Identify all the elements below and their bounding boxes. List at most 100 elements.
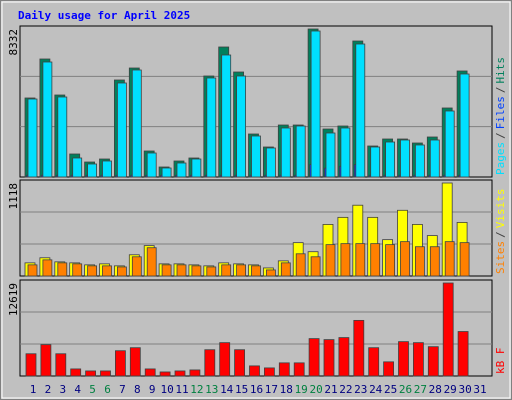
bar bbox=[400, 241, 410, 277]
bar bbox=[144, 368, 156, 377]
legend-entry: Files bbox=[494, 96, 507, 129]
bar bbox=[444, 241, 455, 277]
bar bbox=[459, 242, 470, 277]
x-tick-label: 17 bbox=[265, 383, 278, 396]
bar bbox=[146, 152, 157, 178]
bar bbox=[57, 96, 68, 178]
bar bbox=[189, 369, 201, 377]
bar bbox=[70, 368, 82, 377]
bar bbox=[400, 139, 410, 178]
bar bbox=[325, 132, 336, 178]
x-tick-label: 1 bbox=[30, 383, 37, 396]
bar bbox=[117, 266, 127, 277]
bar bbox=[221, 264, 232, 277]
bar bbox=[102, 160, 112, 178]
x-tick-label: 28 bbox=[429, 383, 442, 396]
bar bbox=[115, 350, 126, 377]
bar bbox=[429, 139, 440, 178]
bar bbox=[131, 256, 142, 277]
x-tick-label: 4 bbox=[74, 383, 81, 396]
x-tick-label: 18 bbox=[280, 383, 293, 396]
bar bbox=[355, 43, 366, 178]
bar bbox=[219, 342, 231, 377]
bar bbox=[159, 371, 171, 377]
x-tick-label: 27 bbox=[414, 383, 427, 396]
bar bbox=[251, 135, 261, 178]
x-tick-label: 20 bbox=[309, 383, 322, 396]
bar bbox=[234, 349, 246, 377]
bar bbox=[308, 338, 320, 377]
x-tick-label: 29 bbox=[444, 383, 457, 396]
x-tick-label: 3 bbox=[59, 383, 66, 396]
bar bbox=[27, 264, 38, 277]
bar bbox=[414, 246, 425, 277]
bar bbox=[414, 144, 425, 178]
y-tick-label: 1118 bbox=[7, 183, 20, 210]
x-tick-label: 11 bbox=[175, 383, 188, 396]
bar bbox=[263, 367, 275, 377]
bar bbox=[325, 244, 336, 277]
bar bbox=[204, 349, 216, 377]
bar bbox=[427, 346, 439, 377]
bar bbox=[293, 362, 305, 377]
bar bbox=[370, 243, 381, 277]
bar bbox=[146, 247, 157, 277]
bar bbox=[191, 265, 202, 277]
bar bbox=[459, 73, 470, 178]
bar bbox=[385, 244, 396, 277]
bar bbox=[280, 262, 291, 277]
bar bbox=[310, 256, 321, 277]
bar bbox=[131, 69, 142, 178]
bar bbox=[221, 54, 232, 178]
x-tick-label: 13 bbox=[205, 383, 218, 396]
bar bbox=[249, 365, 260, 377]
x-tick-label: 9 bbox=[149, 383, 156, 396]
bar bbox=[40, 344, 52, 377]
x-tick-label: 19 bbox=[295, 383, 308, 396]
x-tick-label: 2 bbox=[45, 383, 52, 396]
x-tick-label: 8 bbox=[134, 383, 141, 396]
x-tick-label: 31 bbox=[473, 383, 486, 396]
bar bbox=[57, 262, 68, 277]
bar bbox=[85, 370, 96, 377]
bar bbox=[338, 337, 350, 377]
bar bbox=[398, 341, 409, 377]
bar bbox=[87, 163, 97, 178]
bar bbox=[385, 141, 396, 178]
x-tick-label: 5 bbox=[89, 383, 96, 396]
bar bbox=[206, 266, 217, 277]
x-tick-label: 14 bbox=[220, 383, 234, 396]
bar bbox=[370, 146, 381, 178]
bar bbox=[251, 265, 261, 277]
x-tick-label: 23 bbox=[354, 383, 367, 396]
x-tick-label: 22 bbox=[339, 383, 352, 396]
bar bbox=[280, 127, 291, 178]
bar bbox=[129, 347, 141, 377]
bar bbox=[353, 319, 365, 377]
legend-entry: Visits bbox=[494, 189, 507, 229]
x-tick-label: 26 bbox=[399, 383, 412, 396]
bar bbox=[457, 331, 469, 377]
bar bbox=[323, 339, 335, 377]
x-tick-label: 24 bbox=[369, 383, 383, 396]
bar bbox=[368, 347, 380, 377]
bar bbox=[295, 253, 306, 277]
bar bbox=[161, 167, 172, 178]
x-tick-label: 7 bbox=[119, 383, 126, 396]
bar bbox=[161, 264, 172, 277]
bar bbox=[176, 264, 187, 277]
legend: kB F bbox=[494, 348, 507, 375]
chart-title: Daily usage for April 2025 bbox=[18, 9, 190, 22]
bar bbox=[295, 125, 306, 178]
x-tick-label: 10 bbox=[160, 383, 173, 396]
legend-separator: / bbox=[494, 87, 507, 94]
bar bbox=[55, 353, 67, 377]
bar bbox=[340, 243, 351, 277]
bar bbox=[117, 82, 127, 178]
bar bbox=[278, 362, 290, 377]
bar bbox=[442, 282, 454, 377]
bar bbox=[429, 246, 440, 277]
legend-separator: / bbox=[494, 132, 507, 139]
